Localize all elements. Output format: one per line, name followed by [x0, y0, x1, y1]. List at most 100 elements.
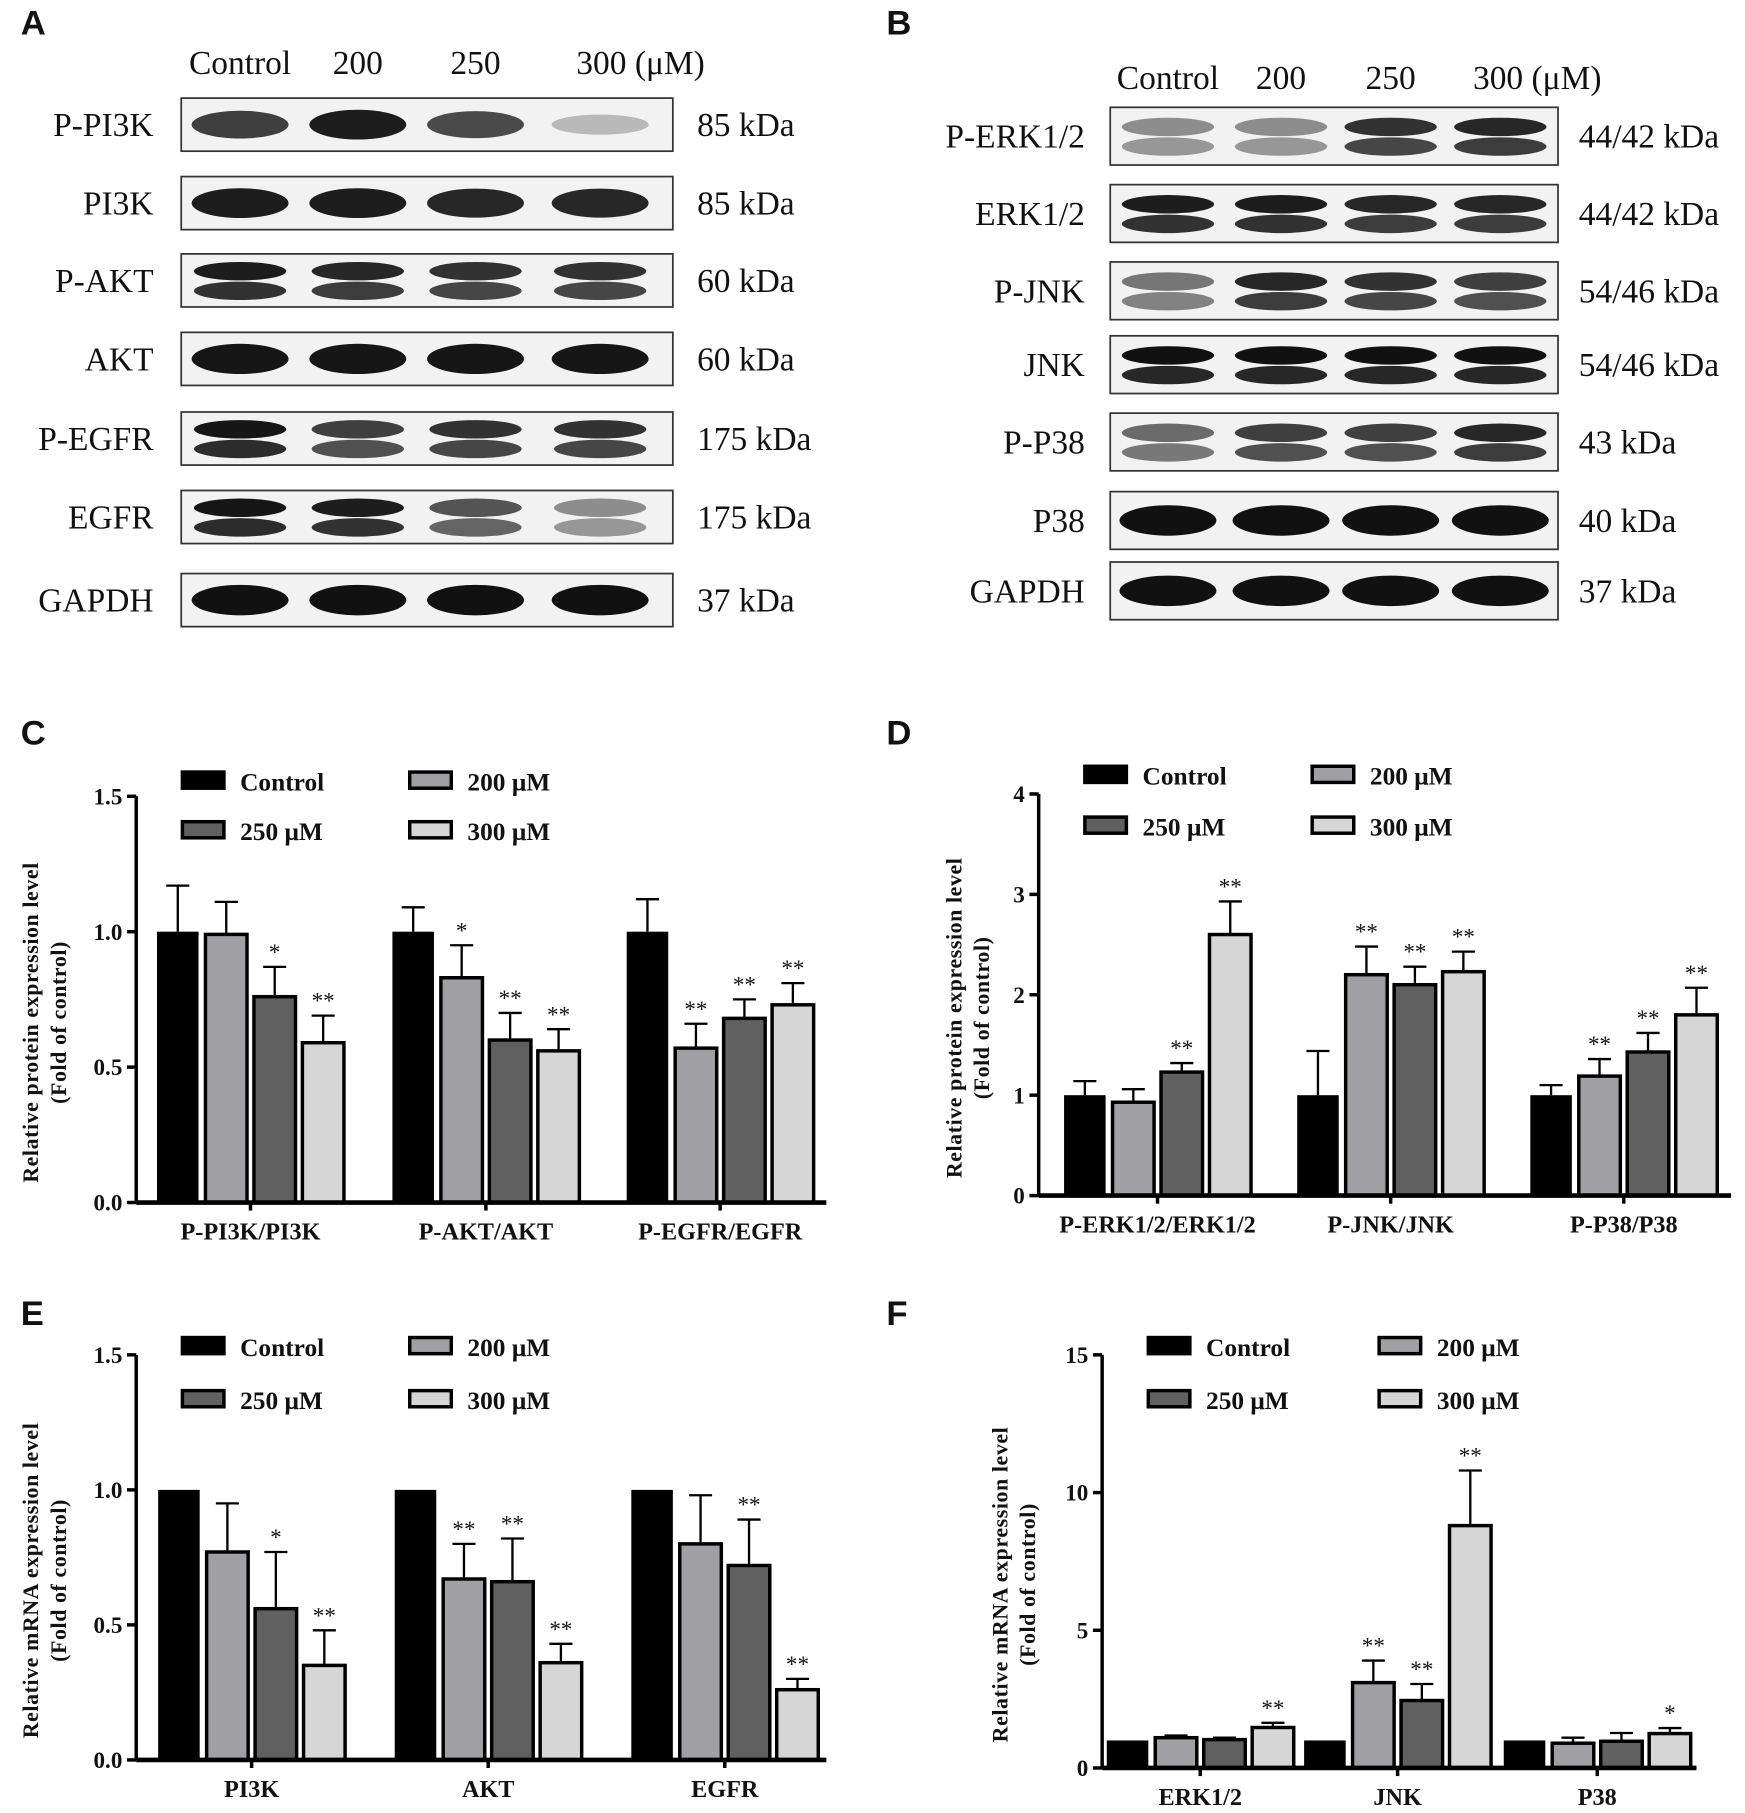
bar-200m: [441, 1577, 487, 1762]
significance-marker: **: [547, 1001, 570, 1027]
bar-control: [1530, 1095, 1572, 1196]
band: [1234, 346, 1328, 365]
significance-marker: **: [1588, 1031, 1611, 1057]
category-label: P-JNK/JNK: [1327, 1212, 1454, 1239]
band: [309, 584, 407, 616]
band: [1232, 505, 1330, 536]
band: [193, 420, 287, 439]
bar-250m: [1201, 1737, 1247, 1770]
significance-marker: **: [684, 996, 707, 1022]
blot-row-jnk: JNK 54/46 kDa: [1023, 334, 1719, 395]
band: [1119, 505, 1217, 536]
panel-label-d: D: [886, 714, 911, 752]
band: [429, 439, 522, 459]
band: [427, 111, 524, 139]
legend-swatch: [407, 1388, 454, 1409]
band: [429, 498, 522, 518]
bar-200m: [1577, 1074, 1623, 1198]
category-label: P-P38/P38: [1570, 1212, 1678, 1239]
protein-label: PI3K: [83, 186, 154, 223]
band: [553, 518, 647, 537]
band: [193, 281, 287, 301]
significance-marker: **: [313, 1602, 336, 1628]
protein-label: JNK: [1023, 347, 1084, 384]
protein-label: P-PI3K: [53, 107, 153, 144]
band: [1234, 195, 1328, 214]
blot-row-p-pi3k: P-PI3K 85 kDa: [53, 97, 795, 153]
legend-swatch: [1083, 815, 1129, 835]
band: [1344, 195, 1437, 214]
bar-300m: [774, 1687, 820, 1762]
significance-marker: *: [456, 917, 468, 943]
band: [429, 261, 522, 281]
lane-label: 250: [1366, 60, 1416, 97]
bar-250m: [1392, 983, 1438, 1198]
bar-200m: [204, 1550, 250, 1762]
band: [1342, 505, 1440, 536]
legend-label: 250 μM: [1143, 814, 1226, 842]
category-label: P38: [1578, 1784, 1617, 1811]
y-tick-label: 1.5: [94, 1342, 123, 1368]
legend-label: 300 μM: [467, 818, 550, 846]
y-axis-label: (Fold of control): [46, 1499, 71, 1662]
bar-control: [156, 931, 199, 1203]
bar-300m: [1447, 1523, 1493, 1770]
bar-control: [158, 1489, 200, 1760]
y-tick-label: 0.5: [94, 1612, 123, 1638]
band: [1234, 365, 1328, 385]
band: [1454, 214, 1547, 234]
band: [1234, 423, 1328, 442]
bar-250m: [487, 1038, 533, 1205]
y-tick-label: 0.0: [94, 1190, 123, 1216]
band: [427, 343, 524, 375]
band: [1121, 443, 1215, 462]
band: [1234, 137, 1328, 156]
band: [1234, 272, 1328, 291]
molecular-weight-label: 37 kDa: [697, 583, 795, 620]
legend-swatch: [180, 819, 226, 840]
molecular-weight-label: 44/42 kDa: [1579, 119, 1719, 156]
bar-250m: [1625, 1050, 1671, 1198]
lane-label: Control: [1117, 60, 1219, 97]
legend-swatch: [180, 1335, 226, 1356]
band: [191, 110, 289, 139]
y-tick-label: 0: [1013, 1183, 1025, 1209]
bar-300m: [1440, 969, 1486, 1198]
bar-300m: [536, 1049, 582, 1205]
category-label: P-EGFR/EGFR: [638, 1218, 803, 1245]
legend-label: 250 μM: [240, 818, 323, 846]
lane-label: 200: [333, 45, 383, 82]
band: [1121, 291, 1215, 311]
blot-row-p-egfr: P-EGFR 175 kDa: [38, 411, 812, 466]
significance-marker: **: [1219, 873, 1242, 899]
band: [311, 261, 404, 281]
molecular-weight-label: 175 kDa: [697, 500, 811, 537]
significance-marker: **: [1459, 1443, 1482, 1469]
band: [1121, 214, 1215, 234]
y-axis-label: (Fold of control): [1015, 1503, 1040, 1666]
bar-control: [1503, 1740, 1546, 1768]
band: [1234, 443, 1328, 462]
molecular-weight-label: 54/46 kDa: [1579, 273, 1719, 310]
y-tick-label: 1.5: [94, 783, 123, 809]
significance-marker: *: [1664, 1700, 1676, 1726]
lane-label: 300 (μM): [576, 45, 705, 82]
blot-row-gapdh: GAPDH 37 kDa: [38, 572, 795, 628]
molecular-weight-label: 60 kDa: [697, 263, 795, 300]
band: [311, 420, 404, 439]
band: [1454, 137, 1547, 156]
blot-row-p-jnk: P-JNK 54/46 kDa: [994, 261, 1719, 321]
bar-chart-f: Control 200 μM 250 μM 300 μM Relative mRNA e…: [988, 1334, 1697, 1811]
bar-250m: [1159, 1070, 1205, 1198]
y-tick-label: 15: [1065, 1342, 1088, 1368]
band: [1121, 137, 1215, 156]
bar-control: [1297, 1095, 1339, 1196]
bar-control: [626, 931, 669, 1203]
significance-marker: **: [312, 988, 335, 1014]
western-blot-b: Control 200 250 300 (μM)P-ERK1/2 44/42 kDaER…: [945, 60, 1719, 621]
significance-marker: **: [733, 971, 756, 997]
band: [1121, 365, 1215, 385]
band: [1344, 291, 1437, 311]
category-label: P-AKT/AKT: [419, 1218, 554, 1245]
legend-label: 200 μM: [467, 769, 550, 797]
